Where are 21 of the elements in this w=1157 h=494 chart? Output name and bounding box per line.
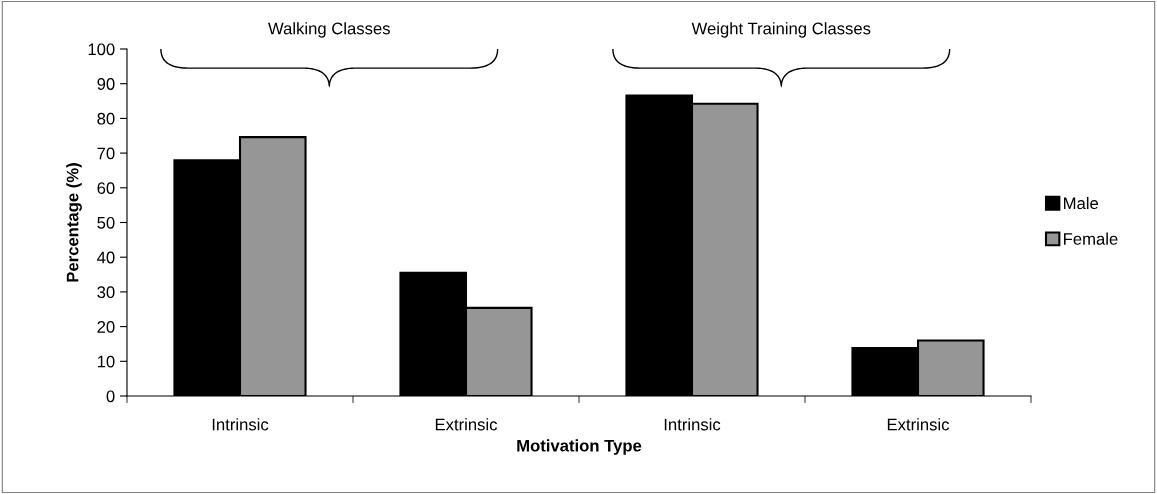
x-tick-label: Extrinsic xyxy=(887,418,950,431)
y-tick-label: 80 xyxy=(97,112,115,125)
y-tick-label: 90 xyxy=(97,78,115,90)
y-tick-label: 100 xyxy=(88,43,115,56)
y-tick-label: 50 xyxy=(97,216,115,229)
y-tick-label: 10 xyxy=(97,355,115,368)
y-tick-label: 20 xyxy=(97,321,115,333)
x-tick-label: Intrinsic xyxy=(212,418,269,431)
x-tick-label: Intrinsic xyxy=(664,418,721,431)
legend-label: Female xyxy=(1064,232,1118,245)
y-tick-label: 70 xyxy=(97,147,115,160)
y-tick-label: 30 xyxy=(97,286,115,299)
legend-label: Male xyxy=(1064,196,1099,210)
x-axis-title: Motivation Type xyxy=(517,439,642,455)
y-axis-title: Percentage (%) xyxy=(66,163,82,282)
y-tick-label: 60 xyxy=(97,182,115,194)
x-tick-label: Extrinsic xyxy=(435,418,498,431)
text: Weight Training Classes xyxy=(691,22,871,38)
y-tick-label: 0 xyxy=(106,390,115,403)
text: Walking Classes xyxy=(268,22,390,38)
y-tick-label: 40 xyxy=(97,251,115,264)
